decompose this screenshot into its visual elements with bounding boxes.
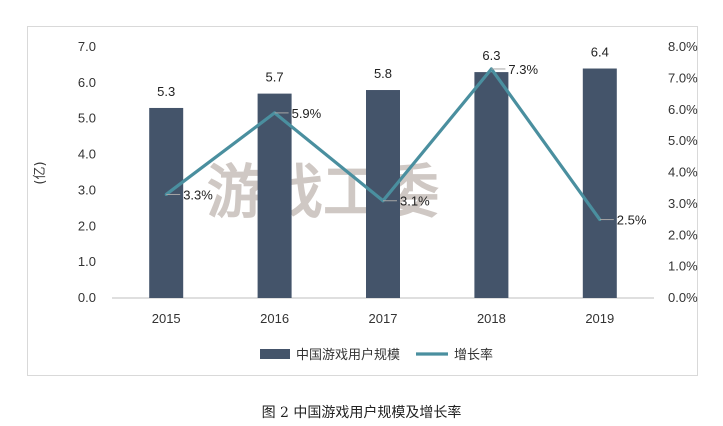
- y-axis-title: (亿): [33, 161, 48, 184]
- bar: [582, 68, 617, 298]
- bar-data-label: 5.7: [266, 70, 284, 85]
- watermark-text: 游戏工委: [207, 158, 439, 226]
- y2-tick-label: 5.0%: [668, 133, 698, 148]
- x-tick-label: 2015: [152, 311, 181, 326]
- y2-tick-label: 4.0%: [668, 165, 698, 180]
- bar: [366, 90, 400, 299]
- y2-tick-label: 1.0%: [668, 259, 698, 274]
- y2-tick-label: 2.0%: [668, 227, 698, 242]
- legend-bar-swatch: [260, 349, 290, 359]
- bar: [257, 93, 292, 298]
- x-tick-label: 2018: [477, 311, 506, 326]
- y-tick-label: 2.0: [78, 218, 96, 233]
- bar-series: 5.3 5.7 5.8 6.3 6.4: [149, 45, 617, 299]
- bar: [149, 107, 184, 298]
- y2-tick-label: 8.0%: [668, 39, 698, 54]
- x-tick-label: 2017: [369, 311, 398, 326]
- y-tick-label: 5.0: [78, 111, 96, 126]
- line-data-label: 2.5%: [617, 213, 647, 228]
- y2-tick-label: 7.0%: [668, 70, 698, 85]
- chart-svg: 游戏工委 0.0 1.0 2.0 3.0 4.0 5.0 6.0 7.0 0.0% 1.0% 2.…: [33, 39, 698, 363]
- bar-data-label: 6.4: [591, 45, 609, 60]
- y-tick-label: 6.0: [78, 75, 96, 90]
- bar-data-label: 5.3: [157, 84, 175, 99]
- y2-tick-label: 3.0%: [668, 196, 698, 211]
- y-tick-label: 1.0: [78, 254, 96, 269]
- left-axis-ticks: 0.0 1.0 2.0 3.0 4.0 5.0 6.0 7.0: [78, 39, 96, 305]
- line-data-label: 3.1%: [400, 194, 430, 209]
- y2-tick-label: 0.0%: [668, 290, 698, 305]
- legend-bar-label: 中国游戏用户规模: [296, 347, 400, 363]
- y-tick-label: 3.0: [78, 182, 96, 197]
- y-tick-label: 0.0: [78, 290, 96, 305]
- y2-tick-label: 6.0%: [668, 102, 698, 117]
- line-series: 3.3% 5.9% 3.1% 7.3% 2.5%: [164, 62, 647, 228]
- y-tick-label: 7.0: [78, 39, 96, 54]
- right-axis-ticks: 0.0% 1.0% 2.0% 3.0% 4.0% 5.0% 6.0% 7.0% 8.0%: [668, 39, 698, 305]
- bar-data-label: 6.3: [482, 48, 500, 63]
- x-tick-label: 2019: [585, 311, 614, 326]
- y-tick-label: 4.0: [78, 147, 96, 162]
- legend-line-label: 增长率: [454, 347, 493, 363]
- bar: [474, 72, 509, 298]
- x-tick-label: 2016: [260, 311, 289, 326]
- line-data-label: 7.3%: [508, 62, 538, 77]
- chart-frame: 游戏工委 0.0 1.0 2.0 3.0 4.0 5.0 6.0 7.0 0.0% 1.0% 2.…: [27, 26, 698, 376]
- line-data-label: 3.3%: [183, 187, 213, 202]
- x-axis-ticks: 2015 2016 2017 2018 2019: [152, 311, 615, 326]
- legend: 中国游戏用户规模 增长率: [260, 347, 493, 363]
- line-data-label: 5.9%: [292, 106, 322, 121]
- bar-data-label: 5.8: [374, 66, 392, 81]
- figure-caption: 图 2 中国游戏用户规模及增长率: [261, 405, 462, 421]
